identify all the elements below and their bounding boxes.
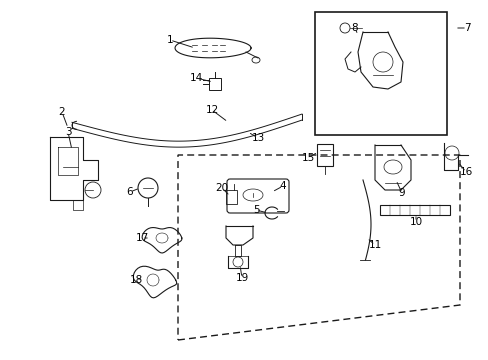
Text: 8: 8 (351, 23, 358, 33)
Text: 7: 7 (463, 23, 469, 33)
Text: 6: 6 (126, 187, 133, 197)
Bar (208, 78, 221, 90)
Bar (379, 205, 449, 215)
Text: 12: 12 (205, 105, 218, 115)
Text: 2: 2 (59, 107, 65, 117)
Text: 19: 19 (235, 273, 248, 283)
Text: 4: 4 (279, 181, 286, 191)
Bar (225, 190, 237, 204)
Text: 17: 17 (135, 233, 148, 243)
Bar (314, 12, 446, 135)
Text: 14: 14 (189, 73, 202, 83)
Text: 15: 15 (301, 153, 314, 163)
Text: 3: 3 (64, 127, 71, 137)
Text: 18: 18 (129, 275, 142, 285)
Text: 16: 16 (458, 167, 472, 177)
Text: 9: 9 (398, 188, 405, 198)
Bar (316, 144, 332, 166)
Text: 5: 5 (252, 205, 259, 215)
Text: 13: 13 (251, 133, 264, 143)
Text: 20: 20 (215, 183, 228, 193)
Text: 1: 1 (166, 35, 173, 45)
Text: 11: 11 (367, 240, 381, 250)
Text: 10: 10 (408, 217, 422, 227)
